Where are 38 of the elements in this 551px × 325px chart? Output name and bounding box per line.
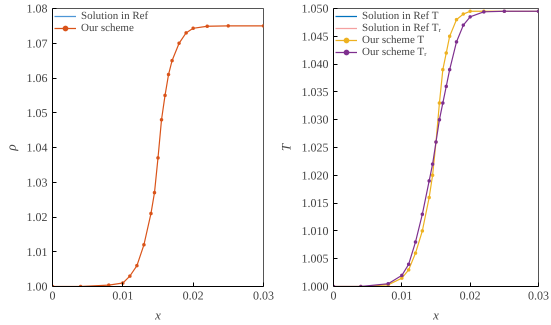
x-tick-label: 0.01 — [391, 288, 412, 302]
y-tick-label: 1.08 — [26, 2, 48, 16]
x-tick-label: 0.03 — [528, 288, 549, 302]
y-axis-title: ρ — [4, 144, 18, 152]
y-tick-label: 1.035 — [302, 84, 328, 99]
y-axis-title: T — [278, 143, 294, 152]
x-tick-label: 0 — [330, 288, 336, 302]
legend-label: Solution in Ref — [81, 10, 148, 22]
y-tick-label: 1.03 — [26, 175, 48, 190]
y-tick-label: 1.07 — [26, 36, 48, 50]
x-tick-label: 0.02 — [182, 288, 204, 302]
x-tick-label: 0 — [50, 288, 56, 302]
legend-label: Our scheme — [81, 22, 134, 34]
y-tick-label: 1.020 — [302, 168, 328, 182]
y-tick-label: 1.05 — [26, 106, 48, 120]
y-tick-label: 1.06 — [26, 71, 48, 85]
x-tick-label: 0.01 — [112, 288, 134, 302]
y-tick-label: 1.030 — [302, 112, 328, 127]
y-tick-label: 1.005 — [302, 252, 328, 266]
y-tick-label: 1.050 — [302, 2, 328, 16]
legend-label: Solution in Ref Tᵣ — [362, 22, 442, 34]
y-tick-label: 1.00 — [26, 280, 48, 294]
y-tick-label: 1.010 — [302, 224, 328, 238]
legend-label: Solution in Ref T — [362, 10, 438, 22]
legend-label: Our scheme Tᵣ — [362, 46, 427, 58]
y-tick-label: 1.02 — [26, 210, 48, 224]
y-tick-label: 1.000 — [302, 280, 328, 294]
y-tick-label: 1.045 — [302, 29, 328, 44]
y-tick-label: 1.040 — [302, 57, 328, 72]
legend-label: Our scheme T — [362, 34, 424, 46]
x-axis-title: x — [432, 308, 440, 322]
x-tick-label: 0.02 — [460, 288, 481, 302]
y-tick-label: 1.015 — [302, 196, 328, 210]
y-tick-label: 1.01 — [26, 244, 48, 259]
y-tick-label: 1.025 — [302, 140, 328, 154]
y-tick-label: 1.04 — [26, 140, 48, 154]
x-tick-label: 0.03 — [253, 288, 274, 302]
x-axis-title: x — [154, 308, 162, 322]
